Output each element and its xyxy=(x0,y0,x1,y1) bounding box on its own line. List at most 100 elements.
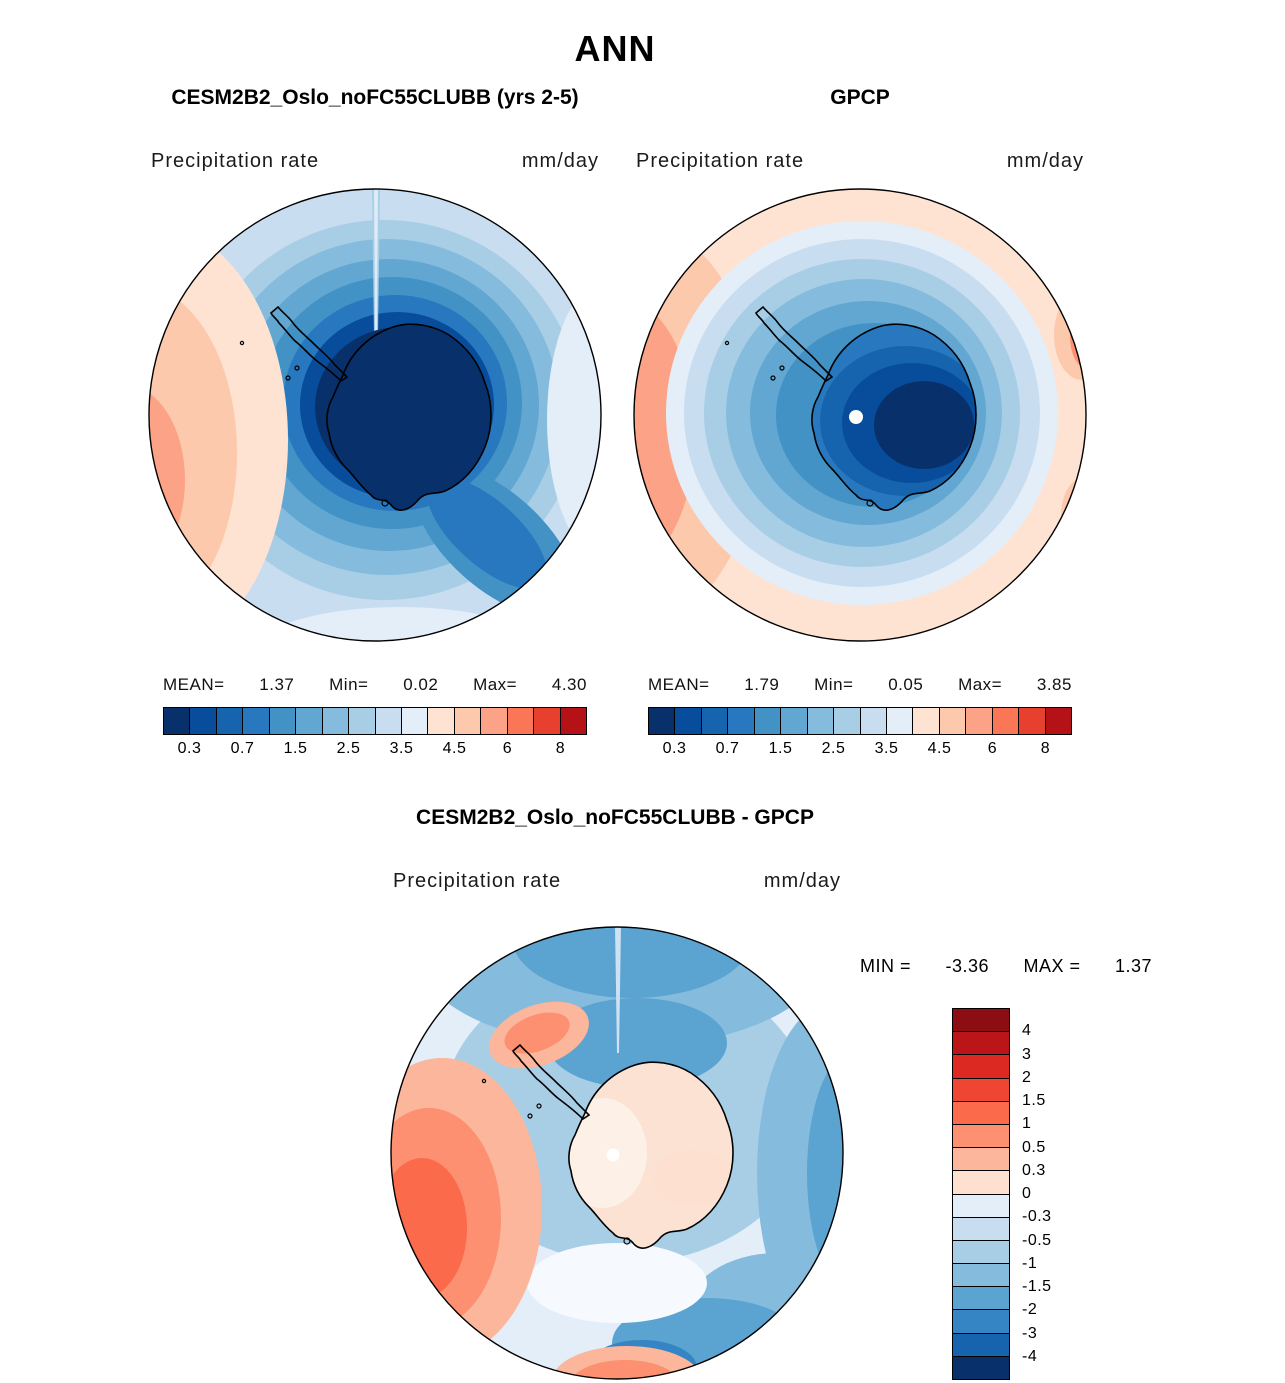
diff-colorbar: 4 3 2 1.5 1 0.5 0.3 0 -0.3 -0.5 -1 -1.5 -2 -3 -4 xyxy=(952,1008,1051,1380)
obs-colorbar-cells xyxy=(648,707,1072,735)
diff-stats: MIN = -3.36 MAX = 1.37 xyxy=(860,956,1152,977)
colorbar-tick-label: 1 xyxy=(1022,1115,1032,1133)
colorbar-cell xyxy=(953,1009,1009,1033)
obs-field-label: Precipitation rate xyxy=(636,150,805,172)
diff-colorbar-cells xyxy=(952,1008,1010,1380)
obs-colorbar: 0.3 0.7 1.5 2.5 3.5 4.5 6 8 xyxy=(648,707,1072,762)
colorbar-tick-label: 1.5 xyxy=(1022,1092,1046,1109)
colorbar-tick-label: 0.3 xyxy=(1022,1161,1046,1179)
colorbar-cell xyxy=(190,708,217,734)
colorbar-tick-label: 6 xyxy=(502,740,513,757)
model-contour-bands xyxy=(149,189,601,641)
model-units-label: mm/day xyxy=(521,150,599,172)
colorbar-cell xyxy=(953,1055,1009,1079)
colorbar-cell xyxy=(243,708,270,734)
model-colorbar: 0.3 0.7 1.5 2.5 3.5 4.5 6 8 xyxy=(163,707,587,762)
colorbar-cell xyxy=(701,708,729,734)
colorbar-cell xyxy=(728,708,755,734)
colorbar-cell xyxy=(296,708,323,734)
model-panel-title: CESM2B2_Oslo_noFC55CLUBB (yrs 2-5) xyxy=(171,86,579,109)
max-value: 3.85 xyxy=(1036,675,1072,694)
diff-min-label: MIN = xyxy=(860,956,912,976)
diff-panel: Precipitation rate mm/day xyxy=(387,870,847,1383)
colorbar-cell xyxy=(507,708,535,734)
colorbar-cell xyxy=(953,1124,1009,1149)
diff-contour-bands xyxy=(391,927,843,1379)
colorbar-cell xyxy=(953,1032,1009,1056)
colorbar-cell xyxy=(953,1078,1009,1102)
mean-label: MEAN= xyxy=(163,675,225,694)
colorbar-tick-label: 0.7 xyxy=(230,740,255,757)
colorbar-tick-label: -4 xyxy=(1022,1347,1038,1365)
obs-units-label: mm/day xyxy=(1006,150,1084,172)
colorbar-cell xyxy=(1045,708,1071,734)
colorbar-cell xyxy=(269,708,297,734)
colorbar-cell xyxy=(953,1310,1009,1334)
model-map xyxy=(148,188,602,642)
colorbar-cell xyxy=(349,708,376,734)
diff-max-value: 1.37 xyxy=(1114,956,1152,976)
colorbar-cell xyxy=(913,708,940,734)
colorbar-tick-label: 0.7 xyxy=(715,740,740,757)
obs-colorbar-ticks: 0.3 0.7 1.5 2.5 3.5 4.5 6 8 xyxy=(648,740,1072,762)
colorbar-tick-label: 0.3 xyxy=(177,740,202,757)
colorbar-cell xyxy=(754,708,782,734)
diff-map-header: Precipitation rate mm/day xyxy=(387,870,847,893)
colorbar-cell xyxy=(953,1287,1009,1311)
colorbar-tick-label: 1.5 xyxy=(768,740,793,757)
min-label: Min= xyxy=(329,675,369,694)
model-map-header: Precipitation rate mm/day xyxy=(145,150,605,173)
colorbar-tick-label: 6 xyxy=(987,740,998,757)
colorbar-tick-label: 2.5 xyxy=(821,740,846,757)
colorbar-tick-label: 2.5 xyxy=(336,740,361,757)
colorbar-cell xyxy=(454,708,482,734)
colorbar-cell xyxy=(966,708,993,734)
min-label: Min= xyxy=(814,675,854,694)
diff-panel-title: CESM2B2_Oslo_noFC55CLUBB - GPCP xyxy=(416,806,814,829)
colorbar-tick-label: -1 xyxy=(1022,1254,1038,1272)
obs-stats: MEAN= 1.79 Min= 0.05 Max= 3.85 xyxy=(648,675,1072,695)
colorbar-cell xyxy=(781,708,808,734)
colorbar-tick-label: 0.5 xyxy=(1022,1138,1046,1156)
colorbar-cell xyxy=(939,708,967,734)
colorbar-tick-label: 8 xyxy=(1040,740,1051,757)
obs-panel: Precipitation rate mm/day xyxy=(630,150,1090,762)
diff-min-value: -3.36 xyxy=(945,956,989,976)
max-label: Max= xyxy=(473,675,518,694)
colorbar-tick-label: 8 xyxy=(555,740,566,757)
plot-title: ANN xyxy=(574,28,656,69)
colorbar-cell xyxy=(560,708,586,734)
colorbar-cell xyxy=(953,1171,1009,1195)
colorbar-tick-label: -1.5 xyxy=(1022,1278,1052,1295)
colorbar-cell xyxy=(953,1217,1009,1241)
colorbar-cell xyxy=(953,1333,1009,1357)
colorbar-cell xyxy=(1019,708,1046,734)
pole-missing-data-dot xyxy=(606,1148,620,1162)
colorbar-cell xyxy=(164,708,191,734)
max-label: Max= xyxy=(958,675,1003,694)
colorbar-cell xyxy=(953,1148,1009,1172)
colorbar-cell xyxy=(807,708,835,734)
colorbar-tick-label: -3 xyxy=(1022,1324,1038,1342)
colorbar-tick-label: 4.5 xyxy=(927,740,952,757)
colorbar-tick-label: 3.5 xyxy=(389,740,414,757)
diff-colorbar-labels: 4 3 2 1.5 1 0.5 0.3 0 -0.3 -0.5 -1 -1.5 -2 -3 -4 xyxy=(1022,1008,1086,1380)
colorbar-tick-label: 3 xyxy=(1022,1045,1032,1063)
colorbar-cell xyxy=(649,708,676,734)
colorbar-cell xyxy=(953,1194,1009,1218)
colorbar-cell xyxy=(675,708,702,734)
obs-map-header: Precipitation rate mm/day xyxy=(630,150,1090,173)
colorbar-tick-label: 0.3 xyxy=(662,740,687,757)
colorbar-cell xyxy=(953,1264,1009,1288)
model-colorbar-ticks: 0.3 0.7 1.5 2.5 3.5 4.5 6 8 xyxy=(163,740,587,762)
colorbar-cell xyxy=(375,708,402,734)
mean-value: 1.37 xyxy=(259,675,295,694)
colorbar-tick-label: 2 xyxy=(1022,1068,1032,1086)
colorbar-cell xyxy=(860,708,887,734)
model-panel: Precipitation rate mm/day MEAN= xyxy=(145,150,605,762)
obs-map xyxy=(633,188,1087,642)
model-field-label: Precipitation rate xyxy=(151,150,320,172)
mean-value: 1.79 xyxy=(744,675,780,694)
obs-contour-bands xyxy=(634,189,1086,641)
